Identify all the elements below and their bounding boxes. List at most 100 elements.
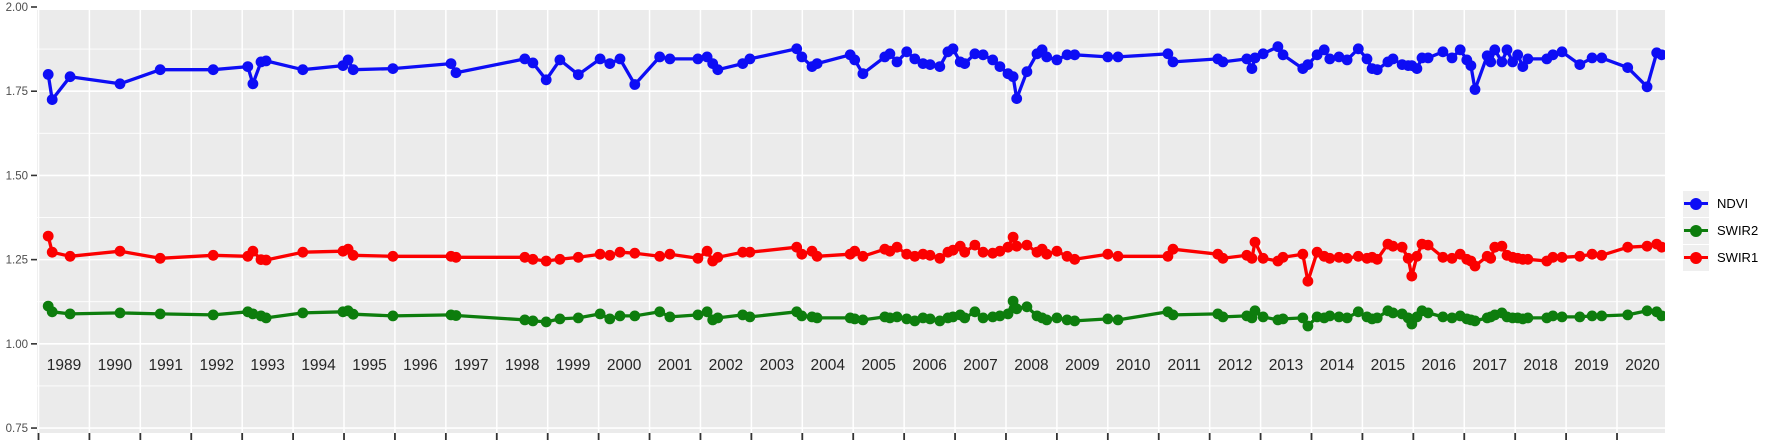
data-point-swir2 bbox=[1341, 312, 1353, 324]
data-point-swir1 bbox=[247, 245, 259, 257]
data-point-swir1 bbox=[42, 230, 54, 242]
data-point-ndvi bbox=[247, 78, 259, 90]
data-point-ndvi bbox=[1249, 52, 1261, 64]
data-point-swir1 bbox=[891, 241, 903, 253]
data-point-swir2 bbox=[1041, 314, 1053, 326]
data-point-ndvi bbox=[1556, 46, 1568, 58]
data-point-ndvi bbox=[519, 53, 531, 65]
data-point-ndvi bbox=[1217, 56, 1229, 68]
x-axis-year-label-2000: 2000 bbox=[607, 357, 642, 374]
data-point-swir2 bbox=[811, 312, 823, 324]
data-point-swir2 bbox=[1051, 312, 1063, 324]
data-point-swir1 bbox=[664, 248, 676, 260]
data-point-swir1 bbox=[154, 252, 166, 264]
data-point-swir2 bbox=[1547, 310, 1559, 322]
data-point-ndvi bbox=[450, 67, 462, 79]
data-point-ndvi bbox=[629, 79, 641, 90]
data-point-swir2 bbox=[1069, 315, 1081, 327]
legend-label-swir2: SWIR2 bbox=[1717, 222, 1759, 238]
data-point-swir1 bbox=[1402, 252, 1414, 264]
data-point-swir1 bbox=[701, 245, 713, 257]
data-point-swir2 bbox=[1469, 315, 1481, 327]
data-point-swir1 bbox=[1469, 260, 1481, 272]
data-point-swir2 bbox=[1437, 311, 1449, 323]
data-point-ndvi bbox=[909, 53, 921, 65]
data-point-swir2 bbox=[1112, 314, 1124, 326]
data-point-ndvi bbox=[1501, 44, 1513, 56]
data-point-swir2 bbox=[969, 306, 981, 318]
data-point-ndvi bbox=[42, 69, 54, 80]
data-point-swir2 bbox=[1556, 311, 1568, 323]
data-point-swir1 bbox=[1446, 252, 1458, 264]
x-axis-year-label-2014: 2014 bbox=[1320, 357, 1355, 374]
data-point-ndvi bbox=[1411, 63, 1423, 74]
data-point-ndvi bbox=[260, 55, 272, 67]
data-point-swir2 bbox=[1167, 309, 1179, 321]
data-point-swir1 bbox=[1297, 248, 1309, 260]
data-point-swir2 bbox=[1387, 307, 1399, 319]
data-point-swir1 bbox=[1622, 241, 1634, 253]
data-point-ndvi bbox=[46, 94, 58, 105]
data-point-ndvi bbox=[1102, 51, 1114, 63]
data-point-swir2 bbox=[1656, 310, 1665, 322]
data-point-swir2 bbox=[1622, 309, 1634, 321]
data-point-swir1 bbox=[1051, 245, 1063, 257]
x-axis-year-label-1991: 1991 bbox=[149, 357, 183, 374]
data-point-swir2 bbox=[572, 312, 584, 324]
data-point-ndvi bbox=[1257, 48, 1269, 60]
data-point-ndvi bbox=[1167, 56, 1179, 68]
x-axis-year-label-2011: 2011 bbox=[1168, 357, 1201, 374]
data-point-ndvi bbox=[796, 51, 808, 63]
data-point-ndvi bbox=[1517, 61, 1529, 72]
data-point-ndvi bbox=[977, 49, 989, 61]
data-point-swir1 bbox=[1324, 252, 1336, 264]
data-point-swir2 bbox=[347, 308, 359, 320]
x-axis-year-label-2005: 2005 bbox=[861, 357, 895, 374]
data-point-swir2 bbox=[207, 309, 219, 321]
data-point-ndvi bbox=[1454, 44, 1466, 56]
x-axis-year-label-1992: 1992 bbox=[199, 357, 233, 374]
series-layer bbox=[42, 41, 1665, 332]
data-point-ndvi bbox=[664, 53, 676, 65]
data-point-ndvi bbox=[540, 74, 552, 86]
x-axis-year-label-1990: 1990 bbox=[98, 357, 133, 374]
data-point-swir1 bbox=[207, 249, 219, 261]
data-point-ndvi bbox=[987, 54, 999, 66]
data-point-ndvi bbox=[1446, 52, 1458, 64]
data-point-ndvi bbox=[1007, 71, 1019, 83]
data-point-swir2 bbox=[1102, 313, 1114, 325]
data-point-swir1 bbox=[347, 249, 359, 261]
data-point-swir2 bbox=[1574, 311, 1586, 323]
y-axis: 2.00 1.75 1.50 1.25 1.00 0.75 bbox=[6, 2, 37, 435]
legend-item-ndvi: NDVI bbox=[1683, 190, 1773, 217]
data-point-swir1 bbox=[297, 246, 309, 258]
data-point-swir1 bbox=[614, 246, 626, 258]
data-point-swir2 bbox=[1522, 312, 1534, 324]
data-point-swir2 bbox=[527, 315, 539, 327]
data-point-swir2 bbox=[1249, 305, 1261, 317]
data-point-ndvi bbox=[1051, 54, 1063, 66]
y-axis-tick-label: 1.00 bbox=[6, 339, 28, 351]
data-point-swir2 bbox=[857, 314, 869, 326]
data-point-ndvi bbox=[445, 58, 457, 69]
y-axis-tick-label: 1.75 bbox=[6, 86, 28, 98]
data-point-ndvi bbox=[1485, 56, 1497, 68]
data-point-swir1 bbox=[1011, 240, 1023, 252]
data-point-ndvi bbox=[1496, 56, 1508, 68]
x-axis-year-label-2018: 2018 bbox=[1523, 357, 1557, 374]
data-point-ndvi bbox=[527, 57, 539, 69]
x-axis-year-label-2002: 2002 bbox=[709, 357, 743, 374]
data-point-ndvi bbox=[1352, 43, 1364, 55]
legend-key-swir2 bbox=[1683, 217, 1709, 244]
data-point-ndvi bbox=[1622, 62, 1634, 73]
data-point-swir1 bbox=[924, 249, 936, 261]
data-point-swir2 bbox=[1257, 311, 1269, 323]
data-point-swir2 bbox=[260, 312, 272, 324]
data-point-swir2 bbox=[1446, 312, 1458, 324]
data-point-ndvi bbox=[1277, 49, 1289, 61]
data-point-swir1 bbox=[540, 255, 552, 267]
data-point-ndvi bbox=[1361, 53, 1373, 65]
data-point-ndvi bbox=[959, 58, 971, 69]
data-point-swir1 bbox=[744, 246, 756, 258]
data-point-swir1 bbox=[849, 245, 861, 257]
